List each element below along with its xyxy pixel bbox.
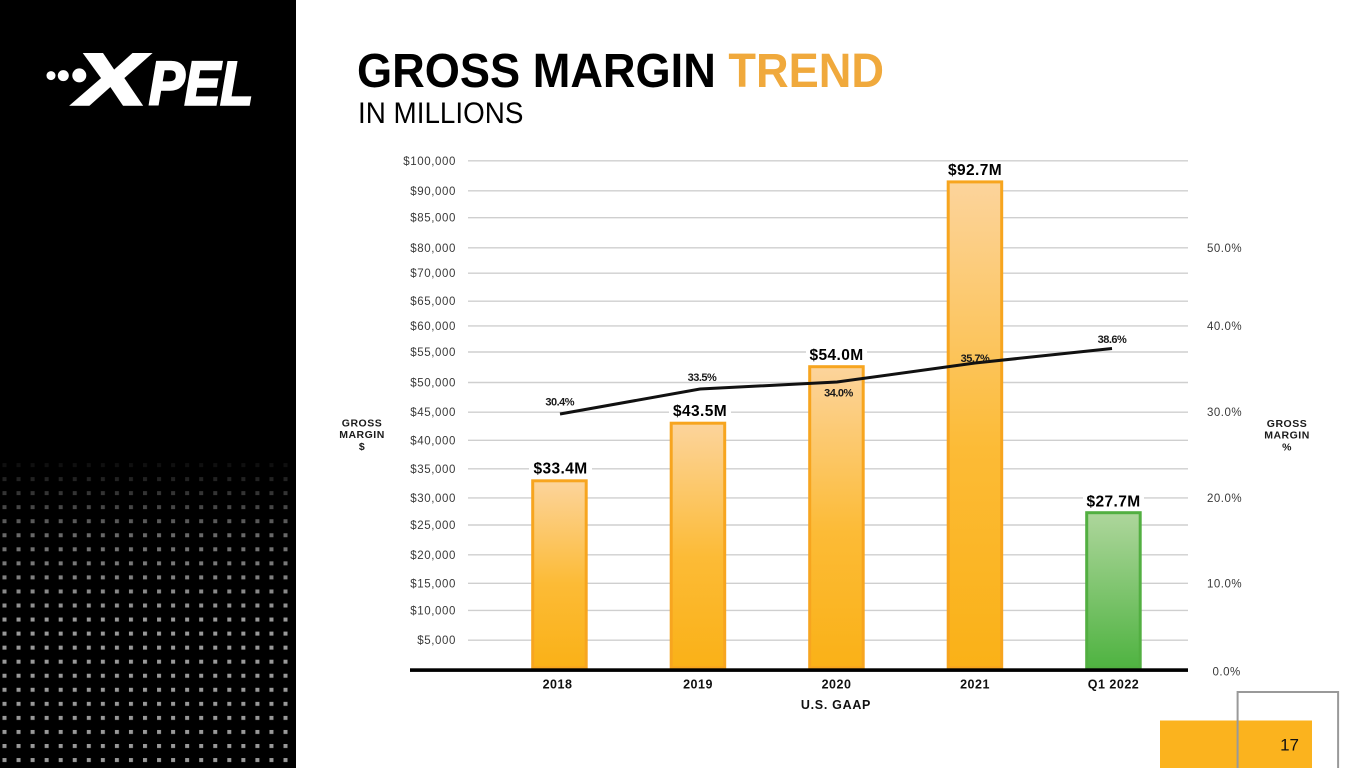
svg-text:$10,000: $10,000: [410, 605, 456, 617]
svg-text:%: %: [1282, 442, 1292, 454]
svg-text:MARGIN: MARGIN: [1264, 430, 1310, 442]
svg-text:$15,000: $15,000: [410, 578, 456, 590]
svg-text:$30,000: $30,000: [410, 493, 456, 505]
svg-text:$35,000: $35,000: [410, 464, 456, 476]
svg-text:$25,000: $25,000: [410, 520, 456, 532]
svg-text:2020: 2020: [822, 677, 852, 691]
svg-text:U.S. GAAP: U.S. GAAP: [801, 698, 871, 712]
svg-text:GROSS: GROSS: [1267, 418, 1307, 430]
svg-text:$90,000: $90,000: [410, 186, 456, 198]
svg-text:$70,000: $70,000: [410, 268, 456, 280]
svg-text:10.0%: 10.0%: [1207, 578, 1242, 590]
svg-text:$40,000: $40,000: [410, 435, 456, 447]
svg-text:MARGIN: MARGIN: [339, 429, 385, 441]
svg-text:PEL: PEL: [149, 50, 253, 118]
svg-text:38.6%: 38.6%: [1098, 334, 1127, 346]
svg-text:$92.7M: $92.7M: [948, 162, 1002, 179]
svg-text:$80,000: $80,000: [410, 243, 456, 255]
svg-text:Q1 2022: Q1 2022: [1088, 677, 1139, 691]
svg-text:$: $: [359, 441, 365, 453]
svg-text:2021: 2021: [960, 677, 990, 691]
svg-text:40.0%: 40.0%: [1207, 321, 1242, 333]
svg-text:30.0%: 30.0%: [1207, 407, 1242, 419]
svg-text:$33.4M: $33.4M: [533, 461, 587, 478]
svg-text:33.5%: 33.5%: [688, 372, 717, 384]
svg-text:50.0%: 50.0%: [1207, 243, 1242, 255]
svg-text:20.0%: 20.0%: [1207, 493, 1242, 505]
svg-text:2018: 2018: [543, 677, 573, 691]
svg-text:$27.7M: $27.7M: [1086, 494, 1140, 511]
svg-text:34.0%: 34.0%: [824, 388, 853, 400]
svg-text:X: X: [69, 38, 156, 120]
svg-text:$43.5M: $43.5M: [673, 403, 727, 420]
svg-text:$50,000: $50,000: [410, 378, 456, 390]
svg-text:$100,000: $100,000: [403, 156, 456, 168]
svg-text:$5,000: $5,000: [417, 635, 456, 647]
svg-text:$20,000: $20,000: [410, 550, 456, 562]
svg-text:$45,000: $45,000: [410, 407, 456, 419]
svg-text:$55,000: $55,000: [410, 347, 456, 359]
svg-text:$54.0M: $54.0M: [809, 347, 863, 364]
svg-text:0.0%: 0.0%: [1213, 667, 1241, 679]
svg-text:$60,000: $60,000: [410, 321, 456, 333]
svg-text:$85,000: $85,000: [410, 213, 456, 225]
svg-text:2019: 2019: [683, 677, 713, 691]
svg-text:17: 17: [1280, 736, 1299, 755]
svg-text:$65,000: $65,000: [410, 296, 456, 308]
svg-text:30.4%: 30.4%: [545, 397, 574, 409]
svg-text:GROSS: GROSS: [342, 417, 382, 429]
svg-text:35.7%: 35.7%: [961, 353, 990, 365]
